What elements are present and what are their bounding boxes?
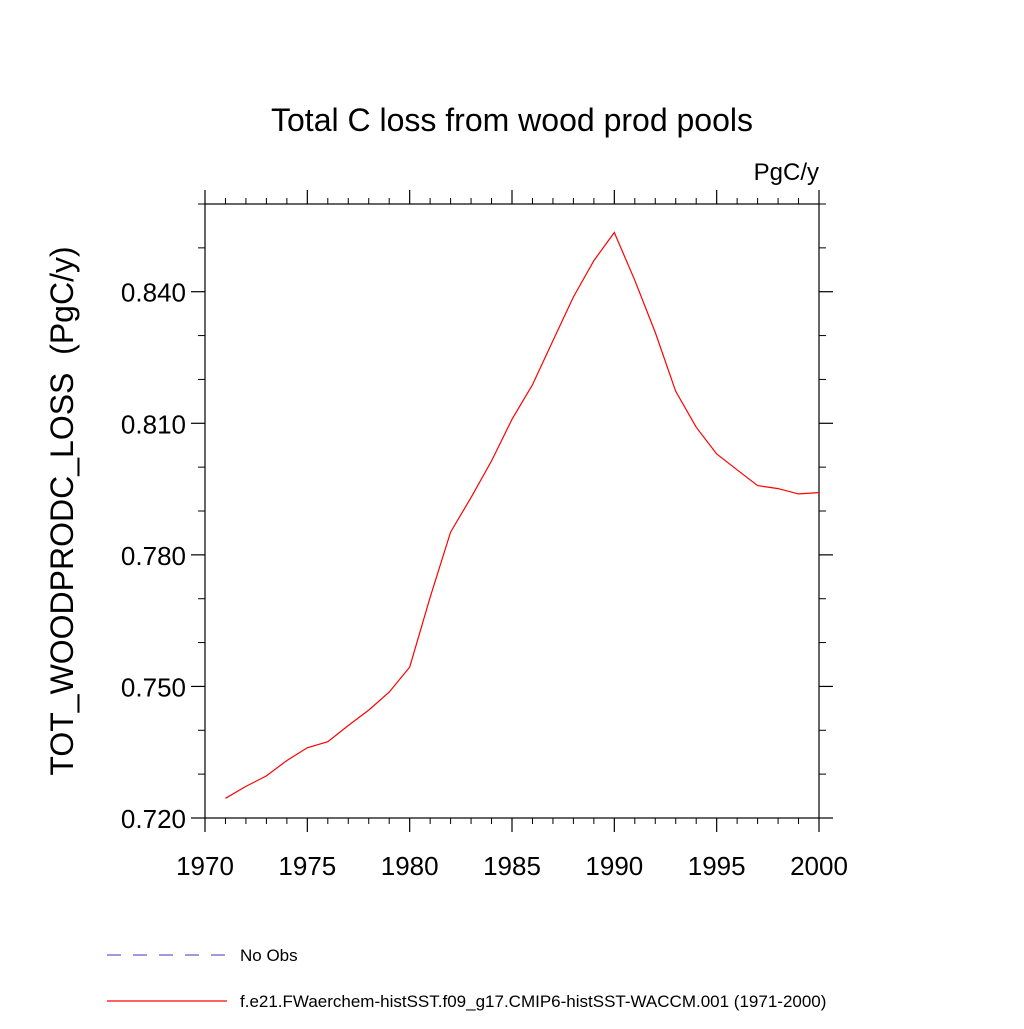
x-tick-label: 1975	[278, 851, 336, 881]
x-tick-label: 1970	[176, 851, 234, 881]
chart-title: Total C loss from wood prod pools	[271, 102, 753, 138]
x-tick-label: 1995	[688, 851, 746, 881]
y-tick-label: 0.780	[121, 541, 186, 571]
x-tick-label: 1985	[483, 851, 541, 881]
units-label: PgC/y	[754, 159, 819, 186]
y-tick-label: 0.750	[121, 672, 186, 702]
y-tick-label: 0.720	[121, 804, 186, 834]
plot-frame	[204, 203, 820, 819]
x-tick-label: 1990	[585, 851, 643, 881]
x-tick-label: 1980	[381, 851, 439, 881]
legend: No Obs f.e21.FWaerchem-histSST.f09_g17.CM…	[107, 946, 826, 1011]
y-tick-label: 0.810	[121, 409, 186, 439]
x-tick-label: 2000	[790, 851, 848, 881]
legend-label: No Obs	[240, 946, 298, 965]
series-line	[225, 231, 820, 799]
series-layer	[225, 231, 820, 799]
y-axis-label: TOT_WOODPRODC_LOSS (PgC/y)	[44, 246, 80, 775]
axis-ticks: 1970 1975 1980 1985 1990 1995 2000 0.720 0.750 0.…	[121, 190, 848, 881]
legend-label: f.e21.FWaerchem-histSST.f09_g17.CMIP6-hi…	[240, 992, 826, 1011]
y-tick-label: 0.840	[121, 278, 186, 308]
